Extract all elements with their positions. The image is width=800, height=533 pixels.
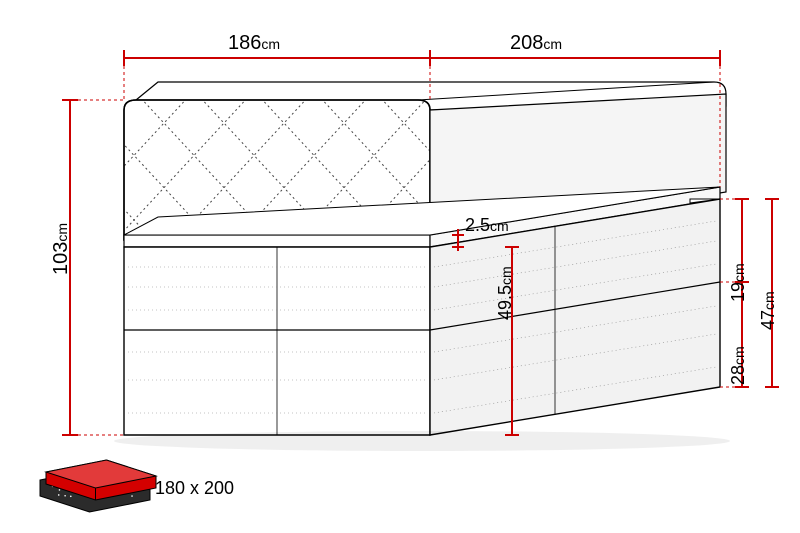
dim-top-left-value: 186 bbox=[228, 32, 261, 54]
dim-top-right: 208cm bbox=[510, 32, 562, 55]
dim-side-total: 47cm bbox=[758, 291, 779, 330]
dim-left-unit: cm bbox=[54, 223, 70, 242]
dim-left-height: 103cm bbox=[50, 223, 73, 275]
dim-side-upper: 19cm bbox=[728, 263, 749, 302]
dim-side-upper-unit: cm bbox=[731, 263, 747, 282]
dim-top-left: 186cm bbox=[228, 32, 280, 55]
dim-side-lower-value: 28 bbox=[728, 365, 748, 385]
dim-side-lower: 28cm bbox=[728, 346, 749, 385]
diagram-stage: 186cm 208cm 103cm 2.5cm 49.5cm 47cm 19cm… bbox=[0, 0, 800, 533]
dim-topper-value: 2.5 bbox=[465, 215, 490, 235]
dim-topper-unit: cm bbox=[490, 218, 509, 234]
dim-side-total-unit: cm bbox=[761, 291, 777, 310]
dim-front-value: 49.5 bbox=[495, 285, 515, 320]
dim-top-right-unit: cm bbox=[543, 36, 562, 52]
dim-top-left-unit: cm bbox=[261, 36, 280, 52]
dim-front-height: 49.5cm bbox=[495, 266, 516, 320]
dim-side-lower-unit: cm bbox=[731, 346, 747, 365]
dim-side-upper-value: 19 bbox=[728, 282, 748, 302]
bed-diagram-svg bbox=[0, 0, 800, 533]
dim-topper: 2.5cm bbox=[465, 215, 509, 236]
dim-side-total-value: 47 bbox=[758, 310, 778, 330]
mattress-size-label: 180 x 200 bbox=[155, 478, 234, 499]
dim-left-value: 103 bbox=[50, 242, 72, 275]
dim-top-right-value: 208 bbox=[510, 32, 543, 54]
dim-front-unit: cm bbox=[498, 266, 514, 285]
